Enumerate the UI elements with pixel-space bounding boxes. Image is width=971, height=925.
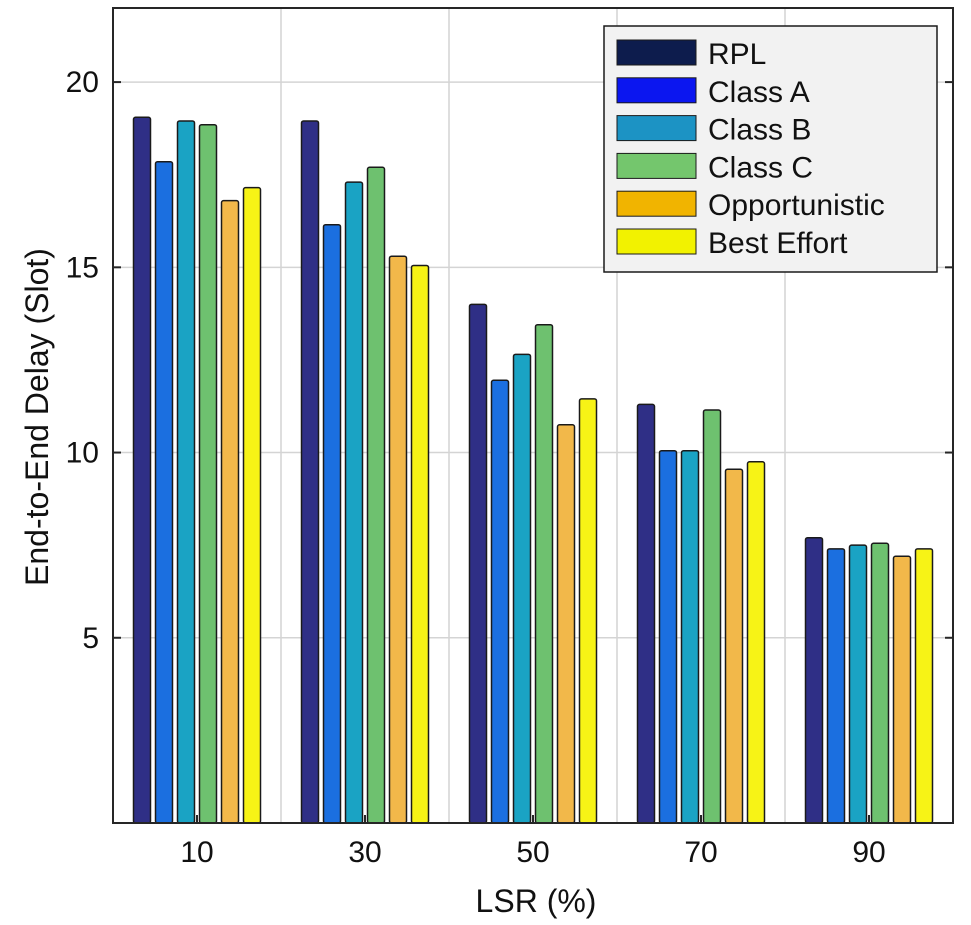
legend-label: Class C [708, 151, 813, 184]
y-tick-label: 10 [66, 437, 99, 470]
x-tick-label: 70 [684, 836, 717, 869]
x-tick-label: 30 [348, 836, 381, 869]
x-axis-title: LSR (%) [476, 883, 597, 919]
bar [198, 123, 218, 824]
x-tick-label: 90 [852, 836, 885, 869]
x-tick-label: 10 [180, 836, 213, 869]
legend-swatch [616, 152, 697, 179]
bar [388, 255, 408, 824]
bar [410, 264, 430, 824]
legend-label: RPL [708, 38, 766, 71]
bar [870, 542, 890, 824]
bar [534, 323, 554, 824]
legend-item: Best Effort [616, 227, 848, 260]
bar [344, 181, 364, 824]
legend-item: RPL [616, 38, 766, 71]
y-tick-label: 5 [82, 622, 99, 655]
bar [702, 409, 722, 824]
axis-ticks: 5 10 15 20 10 30 50 70 90 [66, 66, 953, 869]
legend-label: Best Effort [708, 227, 848, 260]
bar [512, 353, 532, 824]
bar [636, 403, 656, 824]
bar [242, 186, 262, 824]
y-tick-label: 15 [66, 251, 99, 284]
bar [468, 303, 488, 824]
bar [366, 166, 386, 824]
legend: RPL Class A Class B Class C Opportunistic Bes… [603, 25, 938, 273]
bar [578, 398, 598, 824]
legend-swatch [616, 190, 697, 217]
bar [804, 537, 824, 824]
bar [848, 544, 868, 824]
bar [322, 223, 342, 824]
bar [658, 449, 678, 824]
series-opportunistic [220, 199, 912, 824]
bar [724, 468, 744, 824]
bar [220, 199, 240, 824]
bar [914, 548, 934, 824]
legend-item: Class A [616, 76, 810, 109]
bar [490, 379, 510, 824]
bar [892, 555, 912, 824]
legend-label: Class B [708, 114, 811, 147]
bar [176, 120, 196, 824]
bar [154, 160, 174, 824]
legend-swatch [616, 77, 697, 104]
bar [746, 461, 766, 824]
legend-item: Class C [616, 151, 813, 184]
legend-swatch [616, 39, 697, 66]
bar [300, 120, 320, 824]
series-class-c [198, 123, 890, 824]
bar [132, 116, 152, 824]
bar [826, 548, 846, 824]
y-tick-label: 20 [66, 66, 99, 99]
x-tick-label: 50 [516, 836, 549, 869]
legend-item: Class B [616, 114, 811, 147]
legend-swatch [616, 115, 697, 142]
bar [680, 449, 700, 824]
y-axis-title: End-to-End Delay (Slot) [19, 248, 55, 586]
bar [556, 424, 576, 824]
legend-swatch [616, 228, 697, 255]
legend-label: Class A [708, 76, 810, 109]
legend-item: Opportunistic [616, 189, 885, 222]
legend-label: Opportunistic [708, 189, 885, 222]
